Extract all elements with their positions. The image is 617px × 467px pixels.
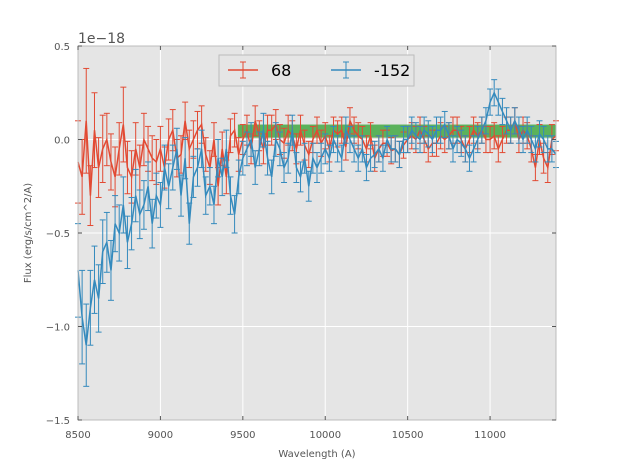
series-line [77, 90, 557, 346]
y-tick-label: −0.5 [46, 229, 70, 240]
series-layer [75, 45, 559, 421]
x-tick-label: 9000 [148, 430, 173, 441]
y-axis-label: Flux (erg/s/cm^2/A) [23, 183, 34, 283]
y-tick-label: −1.5 [46, 416, 70, 427]
x-tick-label: 9500 [230, 430, 255, 441]
x-axis-label: Wavelength (A) [278, 449, 355, 460]
legend-label: -152 [374, 61, 410, 80]
y-tick-label: 0.0 [54, 136, 70, 147]
legend-label: 68 [271, 61, 291, 80]
x-tick-label: 10500 [392, 430, 424, 441]
y-axis: −1.5 −1.0 −0.5 0.0 0.5 [46, 42, 556, 427]
x-tick-label: 11000 [474, 430, 506, 441]
y-offset-label: 1e−18 [78, 31, 125, 47]
y-tick-label: −1.0 [46, 323, 70, 334]
y-tick-label: 0.5 [54, 42, 70, 53]
x-axis: 8500 9000 9500 10000 10500 11000 [65, 46, 506, 441]
series-2 [75, 79, 559, 387]
x-tick-label: 8500 [65, 430, 90, 441]
legend: 68 -152 [218, 54, 415, 87]
series-line [77, 118, 557, 196]
x-tick-label: 10000 [309, 430, 341, 441]
